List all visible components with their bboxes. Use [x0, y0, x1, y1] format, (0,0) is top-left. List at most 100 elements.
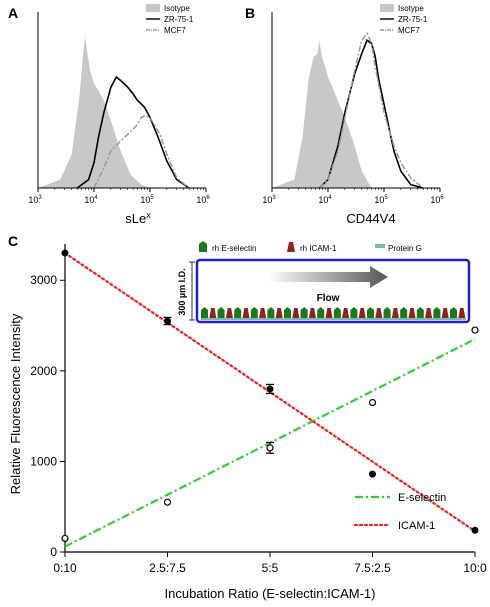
histogram-mcf7 — [93, 114, 190, 189]
data-point-icam-1 — [164, 317, 171, 325]
panel-c-legend: E-selectin ICAM-1 — [353, 492, 446, 532]
e-selectin-swatch — [199, 241, 207, 252]
icam-1-swatch — [287, 242, 295, 252]
icam-1-marker — [342, 308, 350, 318]
y-tick-label: 3000 — [30, 273, 57, 287]
data-point-icam-1 — [266, 385, 274, 393]
panel-b-letter: B — [245, 5, 255, 21]
legend-label: Isotype — [164, 4, 190, 13]
y-tick-label: 0 — [50, 545, 57, 559]
y-tick-label: 1000 — [30, 454, 57, 468]
x-tick-label: 103 — [262, 195, 276, 205]
x-tick-label: 2.5:7.5 — [149, 561, 186, 575]
histogram-isotype — [272, 40, 440, 189]
legend-label: MCF7 — [398, 26, 420, 35]
inset-legend: rh E-selectin rh ICAM-1 Protein G — [199, 241, 422, 253]
histogram-zr-75-1 — [76, 75, 190, 189]
data-point-icam-1 — [369, 470, 376, 478]
icam-1-marker — [242, 308, 250, 318]
panel-c-plot: 0 1000 2000 3000 0:10 2.5:7.5 5:5 7.5:2.5 10:0 — [30, 244, 487, 575]
inset-legend-label: Protein G — [388, 244, 422, 253]
histogram-isotype — [38, 36, 206, 188]
icam-1-marker — [209, 308, 217, 318]
icam-1-marker — [325, 308, 333, 318]
icam-1-marker — [225, 308, 233, 318]
icam-1-marker — [259, 308, 267, 318]
legend-label: ZR-75-1 — [164, 15, 194, 24]
x-tick-label: 105 — [374, 195, 388, 205]
data-point-icam-1 — [471, 526, 479, 534]
x-tick-label: 106 — [430, 195, 444, 205]
e-selectin-marker — [367, 307, 374, 318]
x-tick-label: 10:0 — [463, 561, 487, 575]
x-tick-label: 105 — [140, 195, 154, 205]
x-tick-label: 103 — [28, 195, 42, 205]
channel-inset: rh E-selectin rh ICAM-1 Protein G 300 µm I… — [177, 241, 471, 324]
panel-c-ylabel: Relative Fluorescence Intensity — [8, 313, 23, 494]
e-selectin-marker — [350, 307, 358, 318]
legend-label: MCF7 — [164, 26, 186, 35]
icam-1-marker — [375, 308, 383, 318]
flow-channel — [195, 258, 471, 324]
legend-label: Isotype — [398, 4, 424, 13]
protein-g-swatch — [375, 244, 385, 248]
legend-swatch-isotype — [380, 4, 394, 12]
panel-c: C 0 1000 2000 3000 0:10 2.5:7.5 5:5 7.5:2.5 10:0… — [8, 233, 487, 601]
x-tick-label: 104 — [84, 195, 98, 205]
channel-diameter-label: 300 µm I.D. — [177, 268, 187, 315]
e-selectin-marker — [300, 307, 308, 318]
histogram-mcf7 — [318, 31, 424, 189]
e-selectin-marker — [416, 307, 424, 318]
icam-1-marker — [458, 308, 466, 318]
e-selectin-marker — [250, 307, 258, 318]
legend-swatch-isotype — [146, 4, 160, 12]
e-selectin-marker — [317, 307, 325, 318]
e-selectin-marker — [284, 307, 291, 318]
x-tick-label: 7.5:2.5 — [354, 561, 391, 575]
icam-1-marker — [275, 308, 283, 318]
e-selectin-marker — [234, 307, 242, 318]
icam-1-marker — [441, 308, 449, 318]
icam-1-marker — [358, 308, 366, 318]
data-point-e-selectin — [163, 498, 172, 506]
protein-g-layer — [201, 318, 466, 320]
flow-label: Flow — [317, 293, 340, 304]
inset-legend-label: rh E-selectin — [212, 244, 256, 253]
e-selectin-marker — [201, 307, 208, 318]
e-selectin-marker — [433, 307, 441, 318]
data-point-e-selectin — [471, 326, 479, 334]
panel-b-xlabel: CD44V4 — [346, 211, 395, 226]
panel-b-legend: Isotype ZR-75-1 MCF7 — [380, 4, 428, 35]
legend-label: ZR-75-1 — [398, 15, 428, 24]
panel-a-letter: A — [8, 5, 18, 21]
flow-arrow — [268, 266, 388, 288]
panel-b: B 103 104 105 106 CD44V4 Isotype ZR-75-1 MCF7 — [245, 4, 444, 226]
data-point-e-selectin — [61, 534, 69, 543]
inset-legend-label: rh ICAM-1 — [300, 244, 337, 253]
e-selectin-marker — [333, 307, 341, 318]
x-tick-label: 5:5 — [262, 561, 279, 575]
panel-a-plot: 103 104 105 106 — [28, 12, 210, 205]
panel-a-legend: Isotype ZR-75-1 MCF7 — [146, 4, 194, 35]
data-point-icam-1 — [61, 249, 69, 257]
legend-label-icam-1: ICAM-1 — [398, 520, 435, 532]
e-selectin-marker — [267, 307, 275, 318]
x-tick-label: 106 — [196, 195, 210, 205]
icam-1-marker — [408, 308, 416, 318]
icam-1-marker — [292, 308, 300, 318]
panel-c-xlabel: Incubation Ratio (E-selectin:ICAM-1) — [165, 586, 376, 601]
e-selectin-marker — [450, 307, 457, 318]
panel-b-plot: 103 104 105 106 — [262, 12, 444, 205]
icam-1-marker — [308, 308, 316, 318]
histogram-zr-75-1 — [318, 38, 424, 189]
data-point-e-selectin — [266, 444, 274, 452]
panel-c-letter: C — [8, 233, 18, 249]
panel-a: A 103 104 105 106 sLex Isotype ZR-75-1 MCF7 — [8, 4, 210, 226]
x-tick-label: 0:10 — [53, 561, 77, 575]
icam-1-marker — [425, 308, 433, 318]
data-point-e-selectin — [368, 398, 377, 407]
icam-1-marker — [391, 308, 399, 318]
legend-label-e-selectin: E-selectin — [398, 492, 446, 504]
e-selectin-marker — [400, 307, 408, 318]
